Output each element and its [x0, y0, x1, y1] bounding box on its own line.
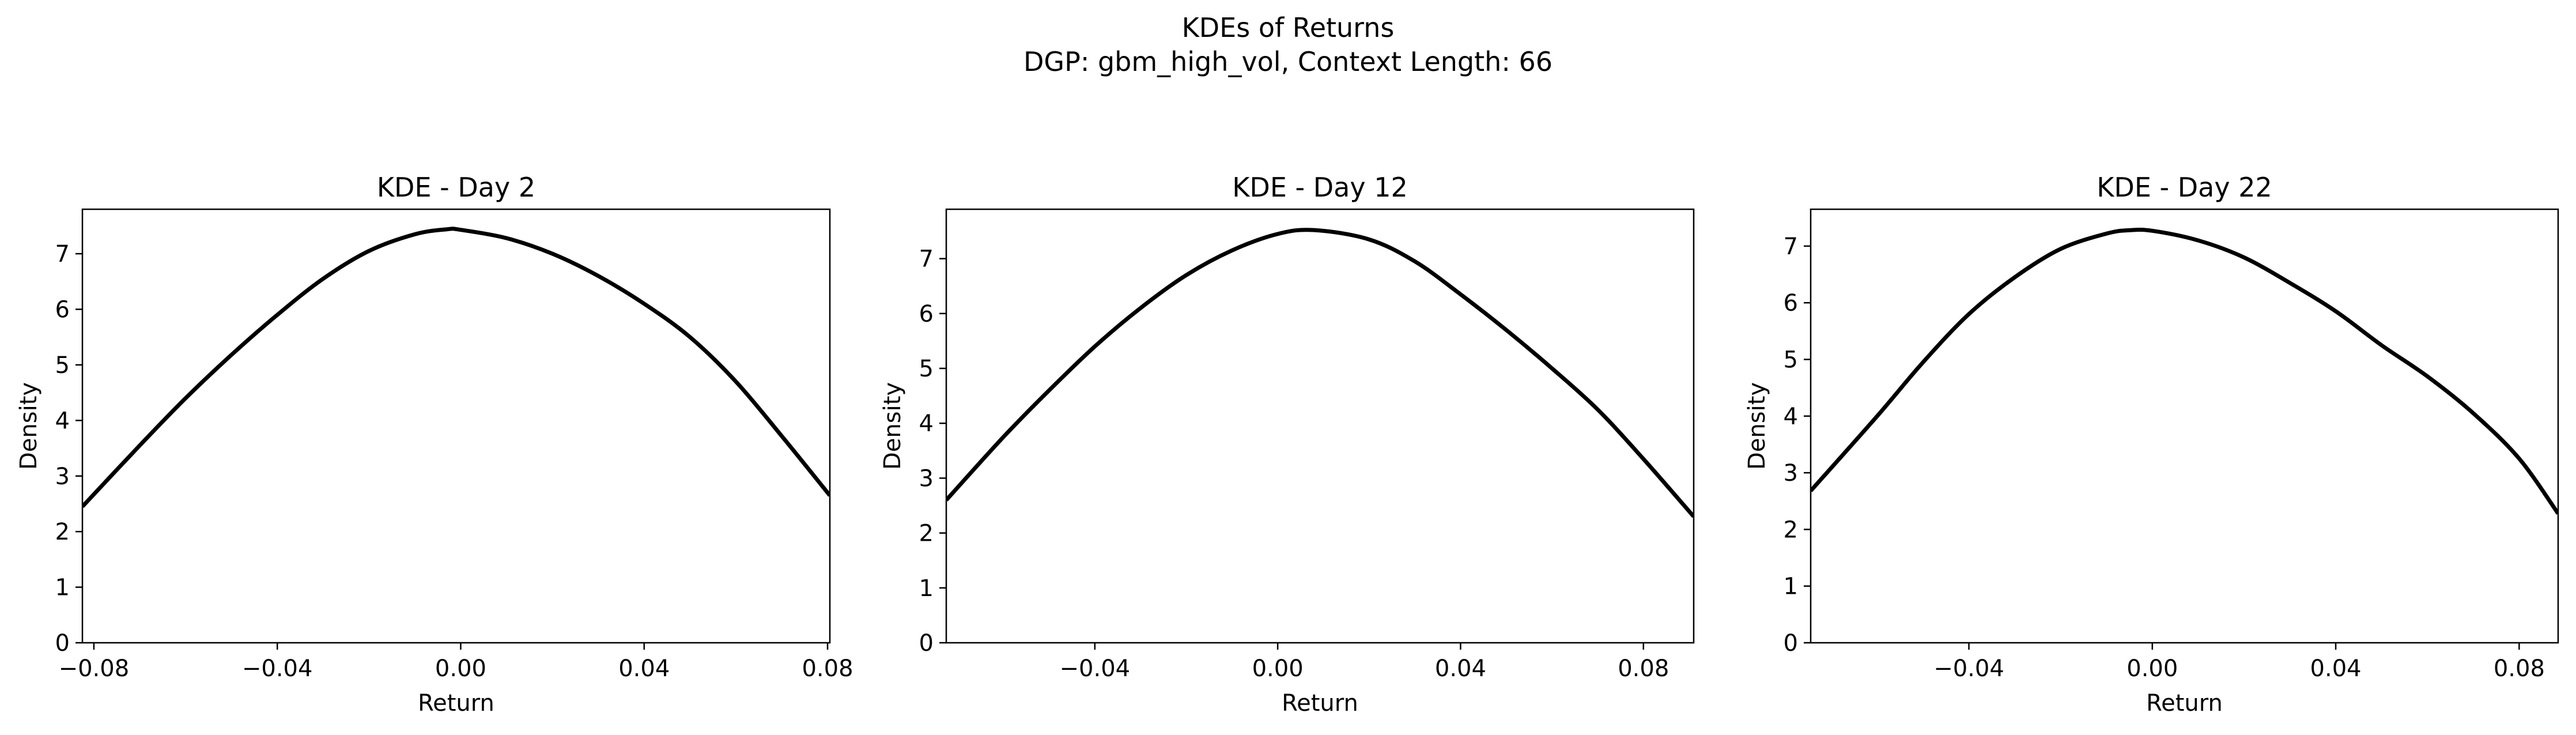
y-tick-label: 4 [55, 408, 70, 434]
x-tick-label: 0.08 [2494, 655, 2545, 682]
subplot-panels: KDE - Day 2 0 1 2 3 4 5 6 7 −0.08 −0.04 0.00 0.04 0.0… [16, 172, 2559, 717]
kde-curve [82, 227, 830, 508]
kde-curve [946, 228, 1694, 518]
x-axis-label: Return [418, 690, 494, 717]
y-tick-label: 3 [919, 465, 934, 492]
y-tick-label: 1 [919, 575, 934, 602]
y-axis-label: Density [16, 382, 42, 470]
y-axis-label: Density [879, 382, 906, 470]
y-tick-label: 5 [55, 352, 70, 379]
y-tick-label: 1 [1784, 574, 1798, 600]
y-tick-label: 7 [55, 241, 70, 267]
figure-suptitle-line2: DGP: gbm_high_vol, Context Length: 66 [1023, 46, 1553, 77]
x-tick-label: −0.08 [59, 655, 130, 682]
y-tick-label: 3 [55, 463, 70, 490]
plot-frame [1810, 208, 2559, 644]
y-tick-label: 4 [919, 410, 934, 437]
y-tick-label: 0 [1784, 630, 1798, 657]
x-axis-label: Return [2146, 690, 2223, 717]
y-tick-label: 0 [55, 630, 70, 657]
x-axis-label: Return [1282, 690, 1358, 717]
subplot-2: KDE - Day 12 0 1 2 3 4 5 6 7 −0.04 0.00 0.04 0.08 Ret… [879, 172, 1695, 717]
x-tick-label: −0.04 [1060, 655, 1131, 682]
subplot-1: KDE - Day 2 0 1 2 3 4 5 6 7 −0.08 −0.04 0.00 0.04 0.0… [16, 172, 853, 717]
x-tick-label: −0.04 [242, 655, 313, 682]
x-tick-label: 0.00 [2126, 655, 2178, 682]
y-tick-label: 7 [919, 246, 934, 273]
x-tick-label: 0.00 [435, 655, 486, 682]
y-tick-label: 4 [1784, 404, 1798, 430]
subplot-title: KDE - Day 12 [1232, 172, 1407, 203]
y-tick-label: 6 [1784, 290, 1798, 316]
y-tick-label: 6 [919, 301, 934, 327]
y-tick-label: 7 [1784, 233, 1798, 260]
y-tick-label: 2 [55, 519, 70, 545]
x-tick-label: 0.08 [802, 655, 853, 682]
x-tick-label: −0.04 [1933, 655, 2004, 682]
x-tick-label: 0.00 [1252, 655, 1304, 682]
y-tick-label: 5 [1784, 346, 1798, 373]
subplot-title: KDE - Day 2 [377, 172, 535, 203]
y-tick-label: 2 [1784, 517, 1798, 543]
plot-frame [81, 208, 831, 644]
x-tick-label: 0.08 [1618, 655, 1669, 682]
y-tick-label: 1 [55, 575, 70, 601]
y-tick-label: 3 [1784, 460, 1798, 487]
subplot-title: KDE - Day 22 [2097, 172, 2272, 203]
kde-curve [1811, 227, 2558, 515]
y-tick-label: 0 [919, 630, 934, 657]
y-tick-label: 2 [919, 521, 934, 547]
subplot-3: KDE - Day 22 0 1 2 3 4 5 6 7 −0.04 0.00 0.04 0.08 Ret… [1744, 172, 2559, 717]
y-axis-label: Density [1744, 382, 1770, 470]
y-tick-label: 6 [55, 297, 70, 323]
x-tick-label: 0.04 [2310, 655, 2362, 682]
x-tick-label: 0.04 [1435, 655, 1486, 682]
plot-frame [945, 208, 1695, 644]
x-tick-label: 0.04 [618, 655, 670, 682]
figure-suptitle-line1: KDEs of Returns [1182, 12, 1395, 43]
y-tick-label: 5 [919, 356, 934, 382]
